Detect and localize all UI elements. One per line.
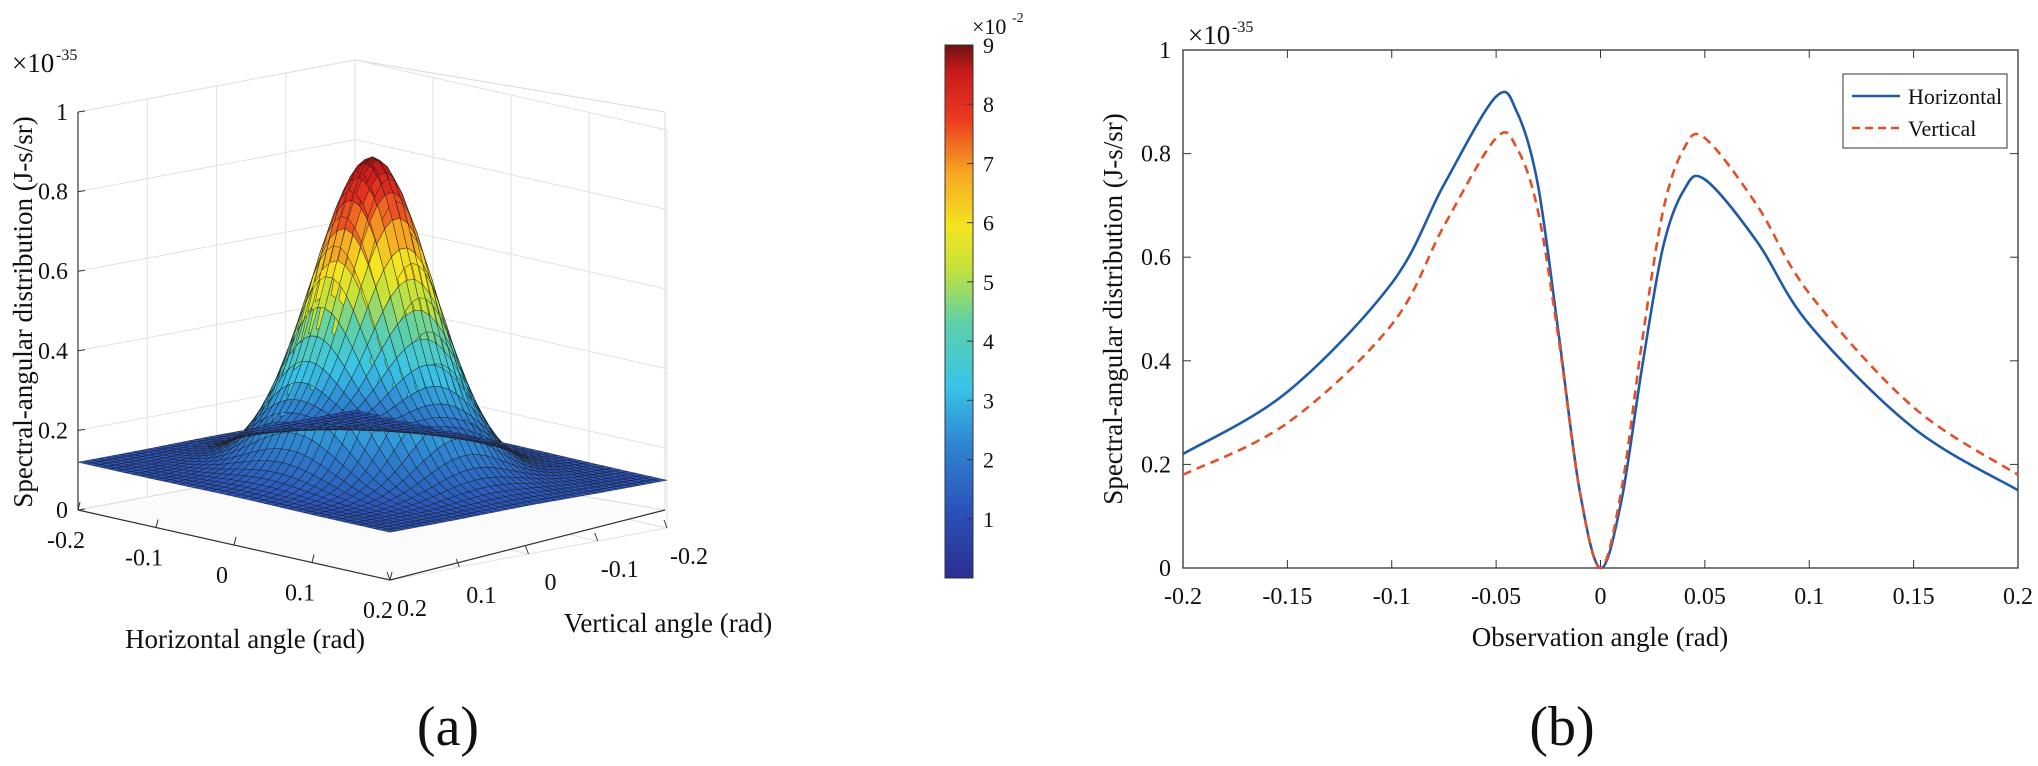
x-tick-label-b: -0.05	[1471, 584, 1521, 610]
z-tick-label: 0	[56, 498, 68, 524]
colorbar-tick-label: 9	[983, 33, 994, 58]
y-tick-label-b: 0	[1159, 556, 1171, 582]
legend-box	[1842, 73, 2008, 149]
colorbar-multiplier: ×10	[972, 14, 1006, 39]
z-tick-mark	[77, 508, 86, 511]
x-tick-label-b: 0.15	[1893, 584, 1935, 610]
z-tick-label: 0.6	[38, 259, 68, 285]
y-tick-label-b: 0.8	[1141, 142, 1171, 168]
y-tick-label: 0	[545, 570, 557, 596]
y-tick-label-b: 1	[1159, 38, 1171, 64]
z-tick-mark	[77, 349, 86, 352]
x-axis-label: Horizontal angle (rad)	[125, 624, 365, 654]
colorbar-tick-label: 5	[983, 270, 994, 295]
colorbar-tick-label: 4	[983, 329, 994, 354]
colorbar-tick-label: 2	[983, 448, 994, 473]
x-tick-mark	[155, 519, 159, 528]
line-plot: -0.2 -0.15 -0.1 -0.05 0 0.05 0.1 0.15 0.2 0 0.2 0.4…	[1098, 19, 2033, 758]
y-tick-mark	[525, 545, 529, 555]
x-tick-label-b: 0.2	[2003, 584, 2033, 610]
x-tick-label: -0.2	[47, 528, 85, 554]
y-tick-mark	[386, 571, 391, 581]
x-tick-label: 0.2	[363, 598, 393, 624]
x-tick-label-b: -0.2	[1164, 584, 1202, 610]
legend-label-vertical: Vertical	[1908, 116, 1976, 141]
y-tick-label: -0.2	[670, 544, 708, 570]
y-tick-label: 0.2	[397, 596, 427, 622]
z-tick-label: 0.2	[38, 418, 68, 444]
colorbar-tick-label: 3	[983, 388, 994, 413]
z-tick-mark	[77, 110, 86, 113]
colorbar-tick-label: 6	[983, 211, 994, 236]
colorbar	[944, 44, 974, 579]
y-tick-label: 0.1	[466, 583, 496, 609]
panel-b-label: (b)	[1529, 696, 1594, 758]
x-tick-mark	[389, 571, 393, 581]
x-tick-label-b: -0.15	[1262, 584, 1312, 610]
panel-a-label: (a)	[417, 696, 479, 758]
surface-mesh	[77, 156, 668, 533]
axis-ticks: 0 0.2 0.4 0.6 0.8 1 -0.2 -0.1 0 0.1 0.2 -0.2 -0.1 0 0.…	[38, 100, 708, 624]
z-multiplier: ×10	[12, 48, 54, 78]
x-tick-mark	[233, 536, 237, 546]
x-tick-label: 0.1	[285, 581, 315, 607]
y-tick-label-b: 0.4	[1141, 349, 1171, 375]
colorbar-ticks: 1 2 3 4 5 6 7 8 9	[967, 33, 994, 532]
series-line-vertical	[1182, 131, 2019, 570]
x-tick-label-b: 0.1	[1794, 584, 1824, 610]
y-exponent: -35	[1232, 19, 1253, 36]
y-tick-mark	[663, 519, 668, 529]
y-tick-label-b: 0.2	[1141, 452, 1171, 478]
series-lines	[1182, 90, 2019, 570]
x-tick-label: 0	[216, 563, 228, 589]
colorbar-tick-label: 7	[983, 151, 994, 176]
x-axis-label-b: Observation angle (rad)	[1472, 622, 1728, 652]
axis-ticks-b: -0.2 -0.15 -0.1 -0.05 0 0.05 0.1 0.15 0.2 0 0.2 0.4…	[1141, 38, 2033, 610]
z-tick-label: 0.8	[38, 180, 68, 206]
z-axis-label: Spectral-angular distribution (J-s/sr)	[8, 116, 38, 507]
colorbar-tick-label: 8	[983, 92, 994, 117]
y-axis-label: Vertical angle (rad)	[564, 608, 772, 638]
surface-cell	[652, 478, 668, 482]
z-tick-label: 0.4	[38, 339, 68, 365]
y-tick-label: -0.1	[601, 557, 639, 583]
legend-label-horizontal: Horizontal	[1908, 84, 2002, 109]
x-tick-mark	[311, 554, 315, 563]
z-tick-mark	[77, 428, 86, 431]
colorbar-tick-label: 1	[983, 507, 994, 532]
series-line-horizontal	[1182, 90, 2019, 570]
x-tick-label: -0.1	[125, 546, 163, 572]
x-tick-label-b: 0	[1595, 584, 1607, 610]
y-axis-label-b: Spectral-angular distribution (J-s/sr)	[1098, 113, 1128, 504]
surface-plot: 0 0.2 0.4 0.6 0.8 1 -0.2 -0.1 0 0.1 0.2 -0.2 -0.1 0 0.…	[8, 11, 1024, 758]
colorbar-exponent: -2	[1012, 11, 1024, 26]
z-tick-mark	[77, 269, 86, 272]
z-tick-mark	[77, 190, 86, 193]
y-tick-mark	[455, 558, 460, 568]
legend: Horizontal Vertical	[1842, 73, 2008, 149]
x-tick-mark	[77, 501, 81, 511]
z-exponent: -35	[56, 47, 77, 64]
z-tick-label: 1	[56, 100, 68, 126]
x-tick-label-b: 0.05	[1684, 584, 1726, 610]
y-tick-mark	[594, 532, 599, 542]
y-multiplier: ×10	[1188, 20, 1230, 50]
x-tick-label-b: -0.1	[1373, 584, 1411, 610]
y-axis-line	[389, 509, 666, 581]
y-tick-label-b: 0.6	[1141, 245, 1171, 271]
